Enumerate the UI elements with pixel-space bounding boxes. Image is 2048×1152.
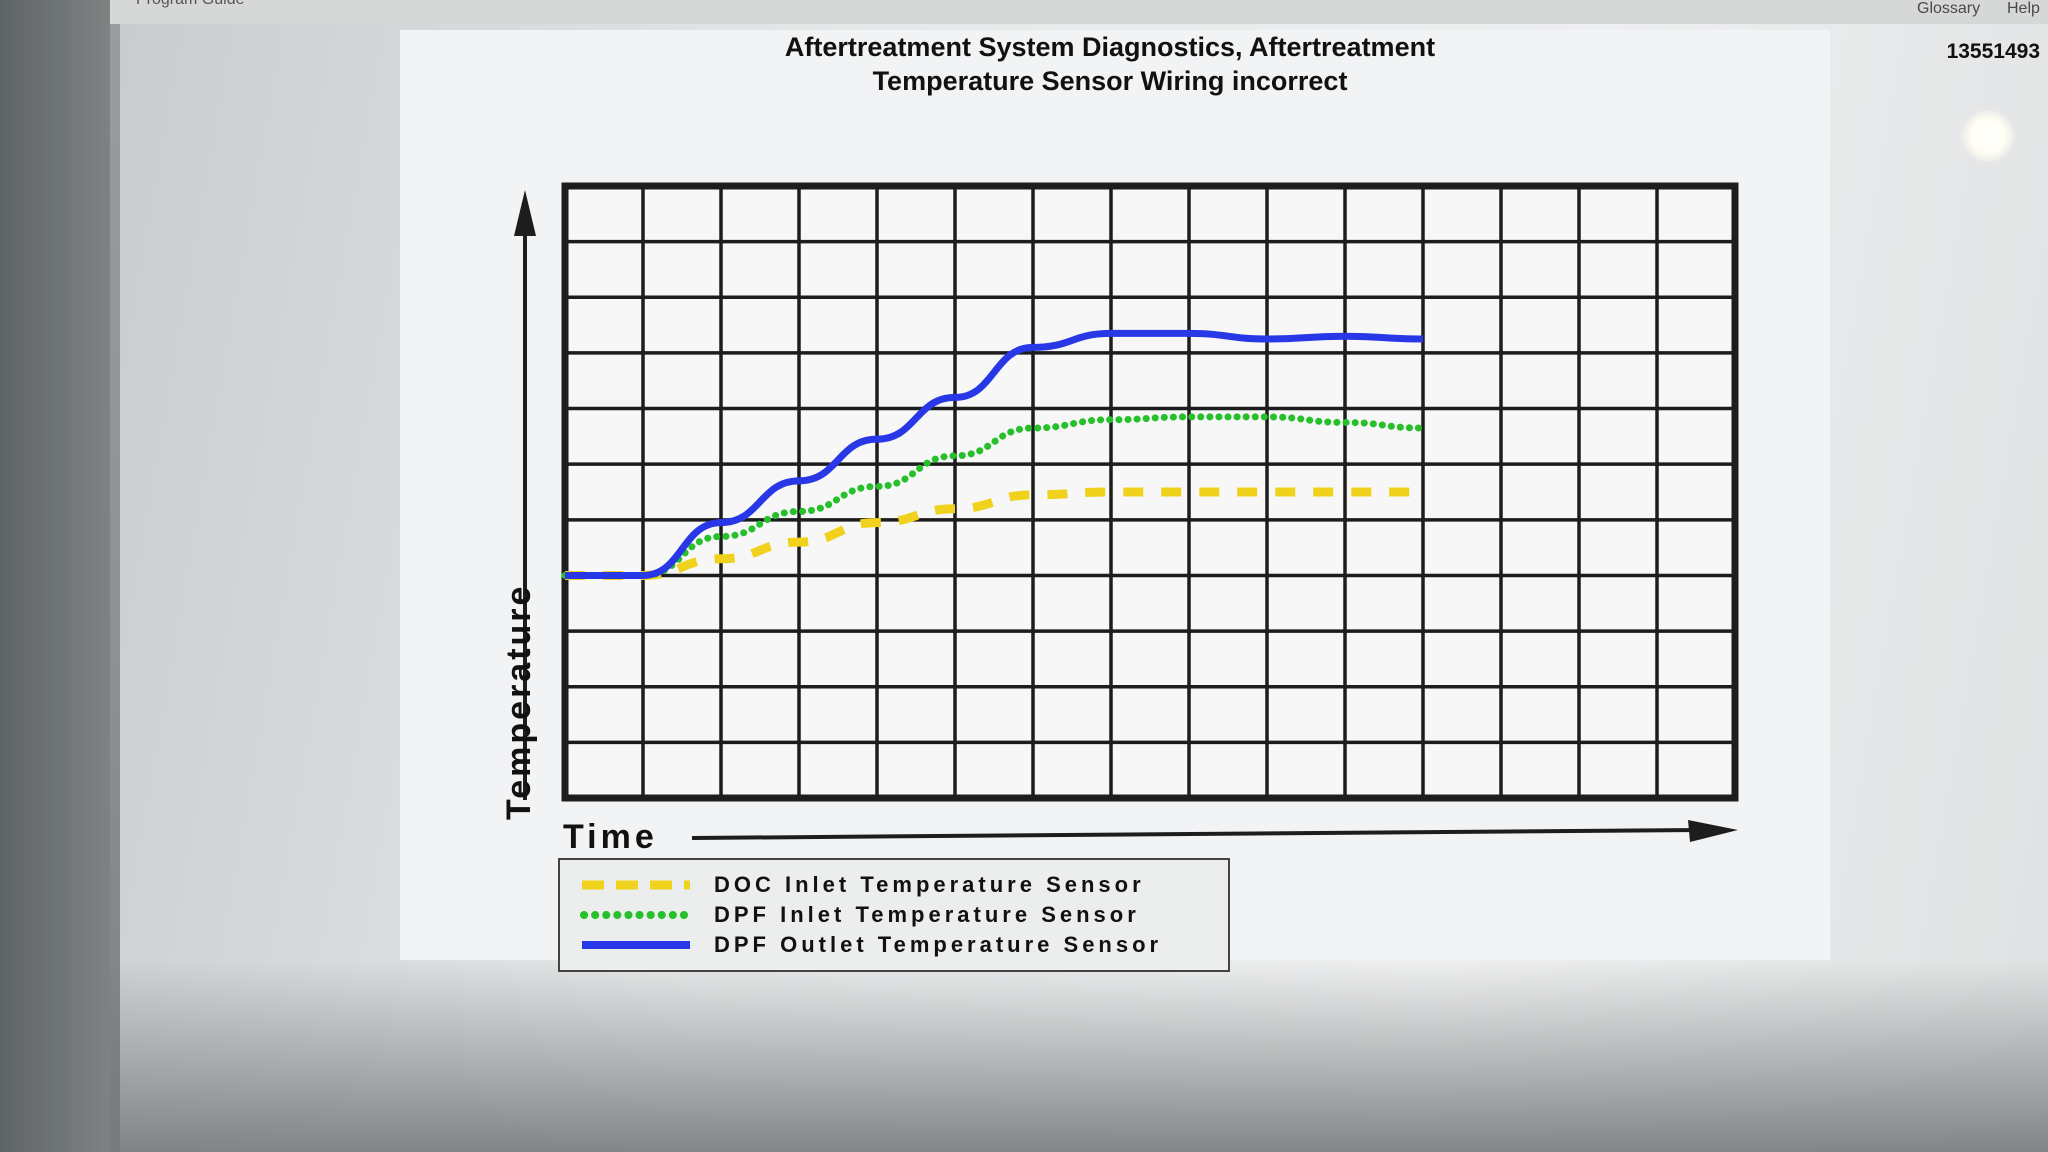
plot-border — [561, 182, 1739, 802]
x-axis-label: Time — [563, 818, 658, 856]
legend-swatch-dpf-inlet — [580, 911, 692, 919]
legend-label-doc-inlet: DOC Inlet Temperature Sensor — [714, 872, 1145, 897]
plot-background — [565, 186, 1735, 798]
series-line-dpf-inlet — [561, 413, 1427, 579]
help-link[interactable]: Help — [2007, 0, 2040, 17]
chart-grid — [565, 186, 1735, 798]
x-axis-arrow-line — [691, 828, 1701, 840]
y-axis-label: Temperature — [500, 584, 538, 820]
title-line-1: Aftertreatment System Diagnostics, After… — [784, 32, 1436, 62]
page-title: Aftertreatment System Diagnostics, After… — [700, 30, 1520, 98]
monitor-bezel — [0, 0, 110, 1152]
legend-item-dpf-inlet: DPF Inlet Temperature Sensor — [560, 900, 1228, 930]
y-axis-arrowhead — [514, 190, 536, 236]
legend-swatch-doc-inlet — [582, 880, 690, 890]
series-line-doc-inlet — [565, 487, 1423, 580]
screen-glare — [1960, 110, 2016, 162]
legend-label-dpf-outlet: DPF Outlet Temperature Sensor — [714, 932, 1163, 957]
legend-label-dpf-inlet: DPF Inlet Temperature Sensor — [714, 902, 1140, 927]
document-number: 13551493 — [1946, 40, 2040, 63]
x-axis-arrowhead — [1688, 820, 1738, 842]
series-line-dpf-outlet — [565, 329, 1424, 579]
chart-legend: DOC Inlet Temperature Sensor DPF Inlet T… — [558, 858, 1230, 972]
chart-series — [561, 329, 1427, 580]
program-guide-link[interactable]: Program Guide — [136, 0, 245, 9]
top-navigation-bar: Program Guide Glossary Help — [110, 0, 2048, 24]
title-line-2: Temperature Sensor Wiring incorrect — [872, 66, 1348, 96]
glossary-link[interactable]: Glossary — [1917, 0, 1981, 17]
screen-shadow — [110, 960, 2048, 1152]
legend-swatch-dpf-outlet — [582, 941, 690, 949]
legend-item-dpf-outlet: DPF Outlet Temperature Sensor — [560, 930, 1228, 960]
legend-item-doc-inlet: DOC Inlet Temperature Sensor — [560, 870, 1228, 900]
